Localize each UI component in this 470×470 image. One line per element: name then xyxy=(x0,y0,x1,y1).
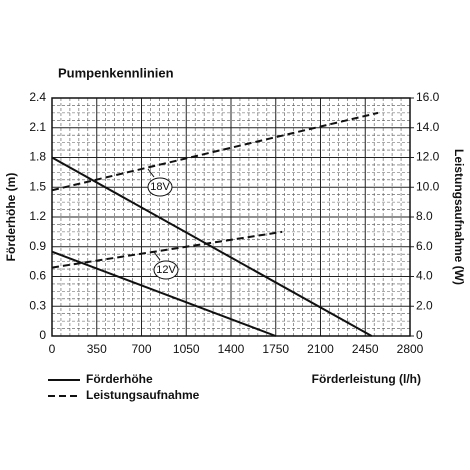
x-tick-label: 1050 xyxy=(173,342,200,356)
y2-tick-label: 6.0 xyxy=(416,239,433,253)
series-line xyxy=(51,111,379,192)
y2-tick-label: 4.0 xyxy=(416,269,433,283)
y2-axis-label: Leistungsaufnahme (W) xyxy=(452,149,466,285)
x-tick-label: 2100 xyxy=(307,342,334,356)
annotation-pointer xyxy=(147,168,155,178)
x-tick-label: 350 xyxy=(87,342,107,356)
y-tick-label: 0.9 xyxy=(29,239,46,253)
annotation-bubble xyxy=(153,260,179,280)
chart-title: Pumpenkennlinien xyxy=(58,65,174,80)
y2-tick-label: 2.0 xyxy=(416,298,433,312)
x-tick-label: 2450 xyxy=(352,342,379,356)
y2-tick-label: 16.0 xyxy=(416,90,440,104)
x-tick-label: 1750 xyxy=(262,342,289,356)
y-tick-label: 2.1 xyxy=(29,120,46,134)
series-line xyxy=(51,156,373,337)
annotation: 12V xyxy=(156,264,176,276)
y-tick-label: 0.3 xyxy=(29,298,46,312)
legend-label: Förderhöhe xyxy=(86,372,153,386)
series-line xyxy=(51,250,277,337)
plot-frame xyxy=(51,97,411,337)
legend-label: Leistungsaufnahme xyxy=(86,388,200,402)
series-line xyxy=(51,230,283,269)
y-tick-label: 0 xyxy=(39,328,46,342)
x-tick-label: 700 xyxy=(131,342,151,356)
annotation-pointer xyxy=(153,251,161,261)
annotation: 18V xyxy=(150,181,170,193)
y-axis-label: Förderhöhe (m) xyxy=(4,173,18,262)
x-tick-label: 2800 xyxy=(397,342,424,356)
y2-tick-label: 10.0 xyxy=(416,179,440,193)
y2-tick-label: 14.0 xyxy=(416,120,440,134)
y-tick-label: 2.4 xyxy=(29,90,46,104)
y-tick-label: 0.6 xyxy=(29,269,46,283)
y2-tick-label: 0 xyxy=(416,328,423,342)
y2-tick-label: 12.0 xyxy=(416,150,440,164)
x-tick-label: 0 xyxy=(49,342,56,356)
y-tick-label: 1.5 xyxy=(29,179,46,193)
x-axis-label: Förderleistung (l/h) xyxy=(312,372,421,386)
y-tick-label: 1.2 xyxy=(29,209,46,223)
y2-tick-label: 8.0 xyxy=(416,209,433,223)
y-tick-label: 1.8 xyxy=(29,150,46,164)
annotation-bubble xyxy=(147,177,173,197)
x-tick-label: 1400 xyxy=(218,342,245,356)
